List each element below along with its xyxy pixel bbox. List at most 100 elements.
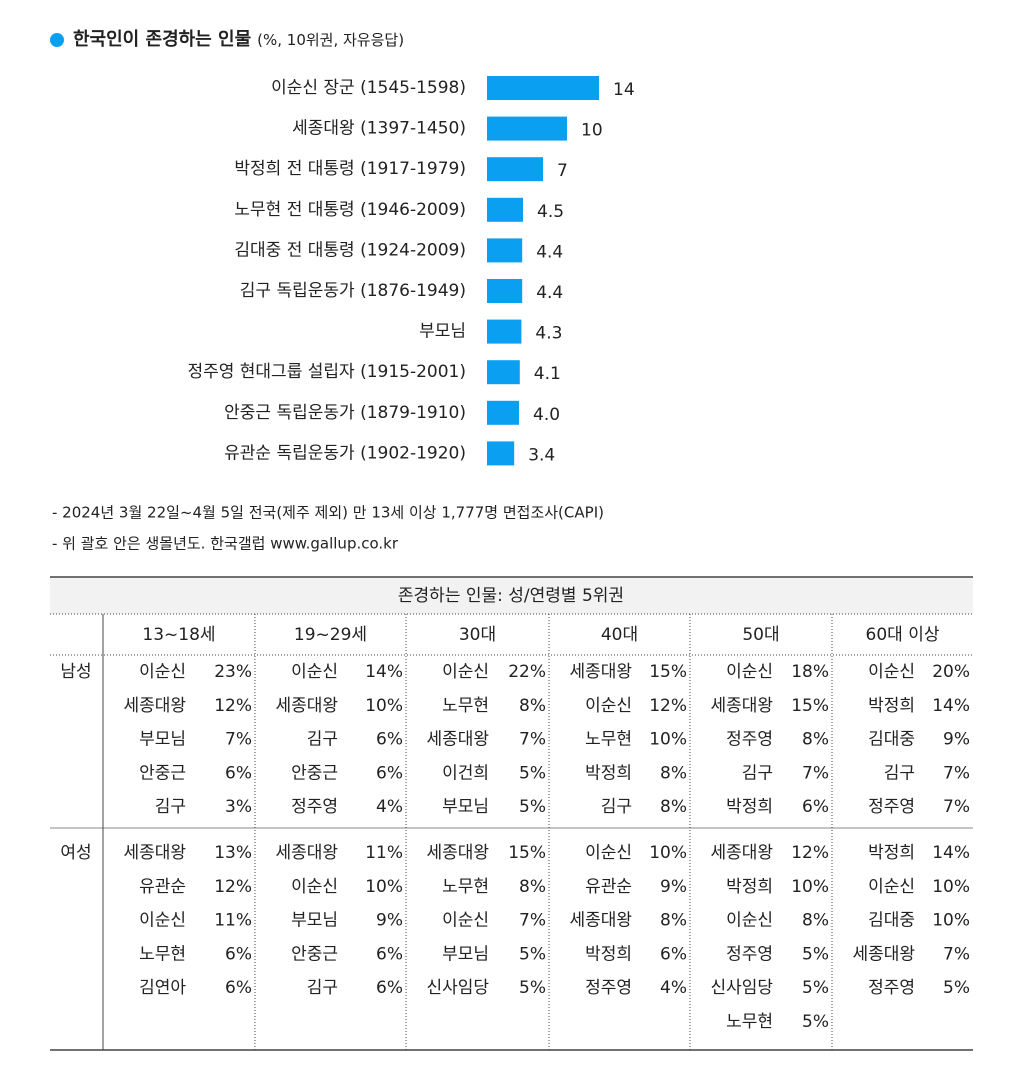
title-dot xyxy=(50,33,64,47)
person-name: 세종대왕 xyxy=(852,944,915,964)
person-pct: 8% xyxy=(802,730,829,750)
person-pct: 6% xyxy=(660,944,687,964)
person-pct: 11% xyxy=(214,911,252,931)
person-name: 노무현 xyxy=(585,730,632,750)
person-pct: 14% xyxy=(932,843,970,863)
person-pct: 6% xyxy=(376,978,403,998)
person-pct: 9% xyxy=(376,911,403,931)
category-label: 김구 독립운동가 (1876-1949) xyxy=(240,281,466,301)
person-name: 김대중 xyxy=(868,730,915,750)
person-name: 세종대왕 xyxy=(569,911,632,931)
person-pct: 6% xyxy=(225,978,252,998)
person-pct: 12% xyxy=(649,696,687,716)
person-pct: 7% xyxy=(943,944,970,964)
person-name: 정주영 xyxy=(726,730,773,750)
person-pct: 6% xyxy=(225,944,252,964)
person-pct: 14% xyxy=(932,696,970,716)
person-name: 세종대왕 xyxy=(123,843,186,863)
person-pct: 5% xyxy=(802,944,829,964)
person-name: 박정희 xyxy=(726,797,773,817)
person-name: 이순신 xyxy=(139,911,186,931)
category-label: 안중근 독립운동가 (1879-1910) xyxy=(224,403,466,423)
person-pct: 6% xyxy=(376,763,403,783)
column-header: 30대 xyxy=(459,625,496,645)
value-label: 4.4 xyxy=(536,283,563,303)
column-header: 60대 이상 xyxy=(866,625,940,645)
person-pct: 8% xyxy=(660,763,687,783)
note: - 2024년 3월 22일~4월 5일 전국(제주 제외) 만 13세 이상 … xyxy=(52,504,604,522)
person-name: 박정희 xyxy=(726,877,773,897)
person-name: 부모님 xyxy=(442,944,489,964)
person-pct: 15% xyxy=(791,696,829,716)
row-label: 여성 xyxy=(60,843,91,863)
person-name: 이순신 xyxy=(868,662,915,682)
person-name: 박정희 xyxy=(868,696,915,716)
bar xyxy=(487,157,543,182)
person-pct: 3% xyxy=(225,797,252,817)
person-name: 이순신 xyxy=(139,662,186,682)
person-name: 김구 xyxy=(742,763,773,783)
person-pct: 5% xyxy=(519,763,546,783)
person-name: 정주영 xyxy=(868,978,915,998)
category-label: 노무현 전 대통령 (1946-2009) xyxy=(234,200,466,220)
bar xyxy=(487,279,523,303)
person-name: 신사임당 xyxy=(710,978,773,998)
person-pct: 6% xyxy=(225,763,252,783)
category-label: 세종대왕 (1397-1450) xyxy=(292,119,466,139)
person-pct: 20% xyxy=(932,662,970,682)
person-name: 김구 xyxy=(307,978,338,998)
person-name: 김대중 xyxy=(868,911,915,931)
person-pct: 6% xyxy=(376,944,403,964)
person-name: 정주영 xyxy=(868,797,915,817)
person-name: 세종대왕 xyxy=(426,843,489,863)
person-name: 정주영 xyxy=(291,797,338,817)
person-pct: 5% xyxy=(802,1012,829,1032)
person-pct: 7% xyxy=(943,763,970,783)
chart-title: 한국인이 존경하는 인물 xyxy=(73,29,251,50)
bar xyxy=(487,238,523,263)
person-pct: 23% xyxy=(214,662,252,682)
person-name: 세종대왕 xyxy=(123,696,186,716)
person-name: 안중근 xyxy=(291,763,338,783)
person-pct: 7% xyxy=(225,730,252,750)
person-pct: 10% xyxy=(932,877,970,897)
person-name: 유관순 xyxy=(139,877,186,897)
person-name: 노무현 xyxy=(726,1012,773,1032)
person-pct: 4% xyxy=(376,797,403,817)
value-label: 4.3 xyxy=(535,324,562,344)
person-name: 세종대왕 xyxy=(710,843,773,863)
person-name: 이순신 xyxy=(868,877,915,897)
bar xyxy=(487,400,519,425)
person-pct: 14% xyxy=(365,662,403,682)
person-pct: 5% xyxy=(519,978,546,998)
category-label: 유관순 독립운동가 (1902-1920) xyxy=(224,443,466,463)
row-label: 남성 xyxy=(60,662,91,682)
person-name: 정주영 xyxy=(585,978,632,998)
person-pct: 8% xyxy=(519,696,546,716)
value-label: 7 xyxy=(557,161,568,181)
person-pct: 12% xyxy=(214,696,252,716)
person-pct: 13% xyxy=(214,843,252,863)
value-label: 4.4 xyxy=(536,242,563,262)
person-pct: 7% xyxy=(943,797,970,817)
person-name: 김구 xyxy=(601,797,632,817)
value-label: 10 xyxy=(581,121,603,141)
person-pct: 10% xyxy=(365,877,403,897)
person-pct: 10% xyxy=(649,843,687,863)
person-name: 정주영 xyxy=(726,944,773,964)
person-name: 이건희 xyxy=(442,763,489,783)
person-name: 이순신 xyxy=(726,662,773,682)
person-name: 이순신 xyxy=(291,662,338,682)
person-name: 박정희 xyxy=(585,944,632,964)
person-pct: 22% xyxy=(508,662,546,682)
person-name: 이순신 xyxy=(442,911,489,931)
column-header: 13~18세 xyxy=(142,625,215,645)
person-pct: 7% xyxy=(519,730,546,750)
person-pct: 9% xyxy=(660,877,687,897)
person-name: 노무현 xyxy=(442,877,489,897)
category-label: 김대중 전 대통령 (1924-2009) xyxy=(234,240,466,260)
person-pct: 6% xyxy=(802,797,829,817)
person-name: 세종대왕 xyxy=(275,696,338,716)
person-pct: 8% xyxy=(660,797,687,817)
person-name: 김구 xyxy=(884,763,915,783)
